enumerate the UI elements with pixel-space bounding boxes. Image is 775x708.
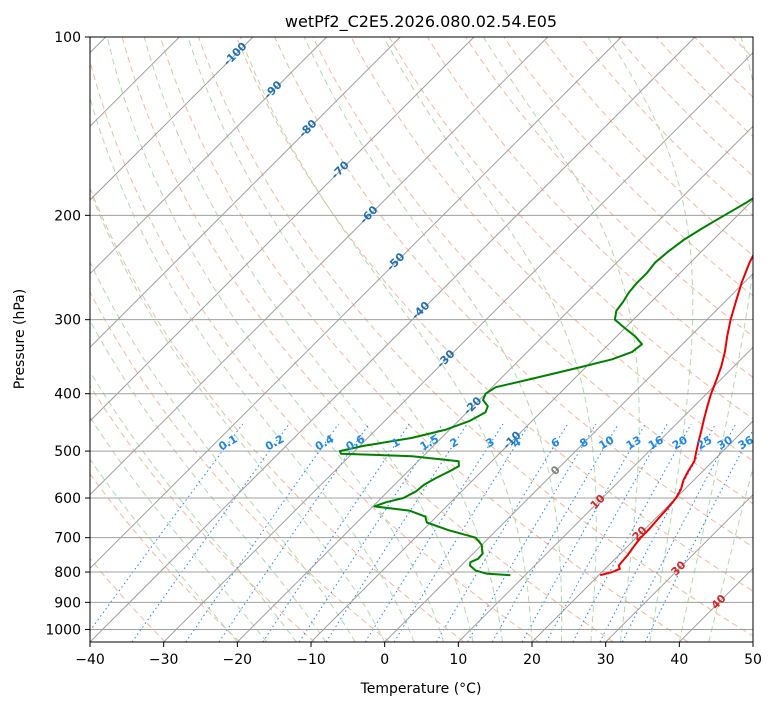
moist-adiabat-line xyxy=(90,260,356,642)
background-lines xyxy=(90,37,753,642)
dry-adiabat-line xyxy=(388,37,753,420)
mixing-ratio-line xyxy=(90,423,244,632)
mixing-ratio-line xyxy=(185,423,340,642)
mixing-ratio-line xyxy=(545,423,668,642)
moist-adiabat-line xyxy=(187,37,503,642)
moist-adiabat-line xyxy=(90,370,297,642)
x-tick-label: 0 xyxy=(380,652,389,668)
x-tick-label: −40 xyxy=(75,652,105,668)
dewpoint-line xyxy=(338,197,753,577)
mixing-ratio-line xyxy=(131,423,290,642)
dry-adiabat-line xyxy=(90,59,540,642)
moist-adiabat-line xyxy=(607,37,694,642)
dry-adiabat-line xyxy=(541,37,753,257)
isotherm-line xyxy=(90,37,328,275)
mixing-ratio-line xyxy=(298,423,444,642)
x-tick-label: −20 xyxy=(223,652,253,668)
isotherm-line xyxy=(90,37,475,422)
y-tick-label: 300 xyxy=(54,313,81,329)
grid-lines xyxy=(90,37,753,642)
data-series xyxy=(338,197,753,577)
y-tick-label: 400 xyxy=(54,387,81,403)
y-axis-title: Pressure (hPa) xyxy=(12,289,28,389)
isotherm-line xyxy=(163,51,753,642)
plot-frame xyxy=(89,36,754,643)
moist-adiabat-line xyxy=(90,319,327,642)
dry-adiabat-line xyxy=(274,37,753,548)
dry-adiabat-line xyxy=(159,37,689,642)
x-tick-label: 30 xyxy=(597,652,615,668)
moist-adiabat-line xyxy=(482,37,640,642)
isotherm-line xyxy=(90,37,549,496)
x-tick-label: 40 xyxy=(670,652,688,668)
mixing-ratio-line xyxy=(491,423,619,642)
y-tick-label: 900 xyxy=(54,595,81,611)
isotherm-line xyxy=(90,37,696,642)
dry-adiabat-line xyxy=(90,291,390,642)
x-tick-label: 50 xyxy=(744,652,762,668)
mixing-ratio-line xyxy=(262,423,410,642)
dry-adiabat-line xyxy=(503,37,753,297)
mixing-ratio-line xyxy=(435,423,569,642)
dry-adiabat-line xyxy=(198,37,753,637)
y-tick-label: 500 xyxy=(54,444,81,460)
temperature-line xyxy=(599,253,753,577)
y-tick-label: 1000 xyxy=(45,622,81,638)
x-tick-label: −30 xyxy=(149,652,179,668)
isotherm-line xyxy=(384,272,753,642)
moist-adiabat-line xyxy=(90,458,238,642)
moist-adiabat-line xyxy=(90,189,386,642)
x-tick-label: −10 xyxy=(296,652,326,668)
axes: −40 −30 −20 −10 0 10 20 30 40 50 100 200 300 400 500 60… xyxy=(45,30,762,668)
isotherm-line xyxy=(90,37,401,349)
dry-adiabat-line xyxy=(90,186,465,642)
moist-adiabat-line xyxy=(708,466,753,642)
y-tick-label: 800 xyxy=(54,565,81,581)
dry-adiabat-line xyxy=(90,384,316,642)
isotherm-line xyxy=(605,493,753,642)
y-tick-label: 600 xyxy=(54,491,81,507)
x-tick-label: 20 xyxy=(523,652,541,668)
dry-adiabat-line xyxy=(90,472,241,642)
x-axis-title: Temperature (°C) xyxy=(360,681,482,697)
isotherm-line xyxy=(531,420,753,642)
moist-adiabat-line xyxy=(303,37,563,642)
dry-adiabat-line xyxy=(236,37,753,592)
mixing-ratio-line xyxy=(467,423,597,642)
dry-adiabat-line xyxy=(350,37,753,462)
y-tick-label: 200 xyxy=(54,208,81,224)
moist-adiabat-line xyxy=(143,37,474,642)
dry-adiabat-line xyxy=(426,37,753,379)
chart-title: wetPf2_C2E5.2026.080.02.54.E05 xyxy=(285,12,557,32)
isotherm-line xyxy=(90,37,622,570)
isotherm-line xyxy=(90,37,254,201)
isotherm-line xyxy=(236,125,753,642)
moist-adiabat-line xyxy=(678,37,753,642)
moist-adiabat-line xyxy=(106,37,445,642)
mixing-ratio-line xyxy=(218,423,370,642)
moist-adiabat-line xyxy=(90,416,268,642)
isotherm-line xyxy=(310,199,753,642)
isotherm-line xyxy=(457,346,753,642)
moist-adiabat-line xyxy=(383,37,597,642)
dry-adiabat-line xyxy=(121,37,614,642)
y-tick-label: 100 xyxy=(54,30,81,46)
y-tick-label: 700 xyxy=(54,531,81,547)
moist-adiabat-line xyxy=(239,37,533,642)
x-tick-label: 10 xyxy=(449,652,467,668)
